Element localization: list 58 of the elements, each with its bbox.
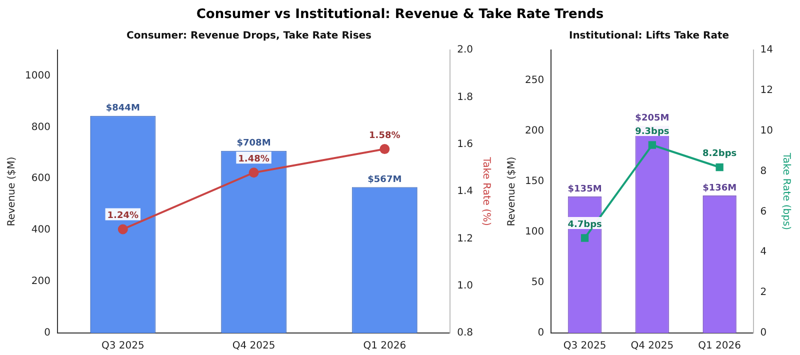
data-label: 8.2bps: [702, 149, 737, 160]
data-label: 4.7bps: [568, 220, 602, 230]
point: [118, 224, 128, 234]
y2-tick-label: 4: [760, 246, 767, 258]
y2-tick-label: 14: [760, 44, 774, 56]
y2-tick-label: 6: [760, 206, 767, 218]
data-label: 9.3bps: [635, 126, 670, 137]
y2-tick-label: 1.8: [457, 92, 474, 103]
y-tick-label: 800: [31, 122, 50, 133]
point: [580, 234, 589, 242]
x-tick-label: Q3 2025: [563, 340, 606, 352]
y2-tick-label: 12: [760, 85, 774, 96]
y2-axis-title: Take Rate (%): [480, 156, 492, 226]
data-label: $708M: [236, 138, 271, 149]
y-tick-label: 250: [524, 74, 544, 86]
y2-tick-label: 2: [760, 287, 767, 298]
data-label: 1.58%: [369, 130, 400, 141]
y-tick-label: 100: [524, 226, 544, 238]
x-tick-label: Q4 2025: [232, 340, 276, 352]
y-axis-title: Revenue ($M): [506, 156, 518, 226]
data-label: $135M: [568, 184, 602, 194]
y2-tick-label: 0: [760, 328, 767, 339]
y2-tick-label: 2.0: [457, 44, 474, 56]
data-label: $205M: [635, 114, 670, 124]
point: [716, 163, 724, 172]
data-label: $844M: [106, 104, 140, 114]
x-tick-label: Q3 2025: [101, 340, 144, 352]
y2-tick-label: 1.6: [457, 138, 474, 150]
chart-subtitle: Consumer: Revenue Drops, Take Rate Rises: [126, 30, 372, 42]
y-tick-label: 50: [531, 277, 544, 288]
y2-tick-label: 0.8: [457, 328, 474, 339]
y2-tick-label: 1.2: [457, 233, 474, 244]
y-tick-label: 0: [538, 328, 544, 339]
data-label: $136M: [702, 183, 737, 194]
y-tick-label: 1000: [24, 70, 50, 82]
y2-tick-label: 1.4: [457, 186, 474, 198]
data-label: 1.48%: [238, 154, 270, 164]
y-axis-title: Revenue ($M): [6, 156, 18, 226]
chart-title: Institutional: Lifts Take Rate: [568, 30, 730, 42]
y2-tick-label: 10: [760, 125, 774, 136]
data-label: $567M: [368, 174, 402, 185]
y-tick-label: 400: [31, 224, 50, 236]
data-label: 1.24%: [107, 211, 139, 222]
x-tick-label: Q1 2026: [698, 340, 742, 352]
y-tick-label: 0: [44, 328, 50, 339]
x-tick-label: Q4 2025: [630, 340, 674, 352]
point: [380, 144, 390, 154]
y-tick-label: 600: [31, 173, 50, 184]
point: [248, 168, 259, 178]
x-tick-label: Q1 2026: [363, 340, 406, 352]
y-tick-label: 150: [524, 176, 544, 187]
y2-tick-label: 1.0: [457, 280, 474, 292]
y-tick-label: 200: [524, 125, 544, 136]
y-tick-label: 200: [31, 276, 50, 288]
y2-axis-title: Take Rate (bps): [780, 152, 792, 230]
y2-tick-label: 8: [760, 166, 767, 177]
chart-title: Consumer vs Institutional: Revenue & Take Rate Trends: [195, 6, 605, 24]
point: [648, 141, 656, 149]
